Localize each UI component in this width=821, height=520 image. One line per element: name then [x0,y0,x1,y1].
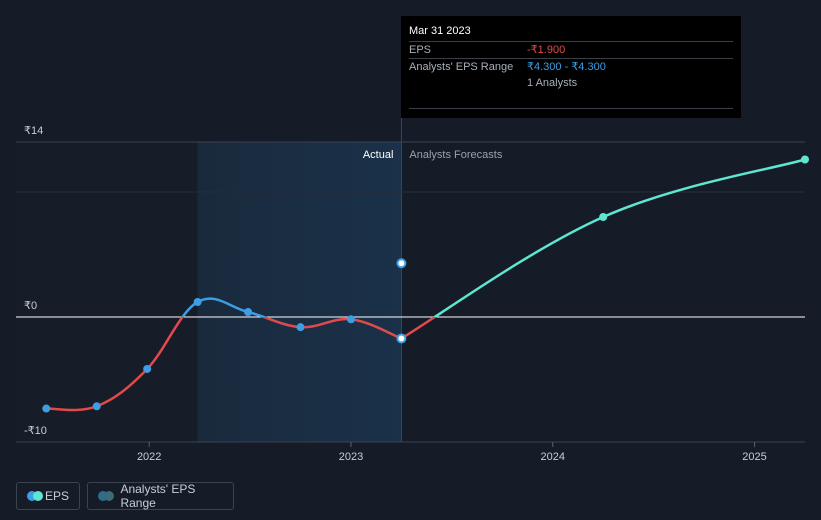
tooltip-date: Mar 31 2023 [409,25,471,37]
legend-eps-label: EPS [44,489,69,503]
x-tick-label: 2023 [339,451,363,463]
y-tick-label: ₹14 [24,125,43,137]
past-region [16,142,198,442]
tooltip-divider [409,108,733,109]
legend-range-label: Analysts' EPS Range [120,482,196,510]
x-tick-label: 2025 [742,451,766,463]
tooltip-range-sep: - [561,61,572,73]
actual-label: Actual [363,149,394,161]
tooltip-range-high: ₹4.300 [571,61,606,73]
tooltip-analysts-row: 1 Analysts [409,75,733,92]
tooltip-range-row: Analysts' EPS Range ₹4.300 - ₹4.300 [409,58,733,75]
tooltip-analysts: 1 Analysts [527,77,578,89]
y-tick-label: ₹0 [24,300,37,312]
eps-point [143,364,152,373]
y-tick-label: -₹10 [24,425,47,437]
forecast-line-positive [432,158,806,317]
tooltip-eps-label: EPS [409,44,432,56]
tooltip-range-low: ₹4.300 [527,61,562,73]
forecast-label: Analysts Forecasts [409,149,502,161]
tooltip-range-label: Analysts' EPS Range [409,61,514,73]
eps-point [396,333,407,344]
x-tick-label: 2022 [137,451,161,463]
eps-point [193,298,202,306]
forecast-point [801,155,809,164]
legend-range-button[interactable]: Analysts' EPS Range [87,482,234,510]
range-legend-icon [98,491,114,501]
eps-point [42,404,51,413]
eps-point [296,323,305,332]
eps-point [92,402,101,411]
eps-point [244,308,253,316]
tooltip-eps-row: EPS -₹1.900 [409,41,733,58]
x-tick-label: 2024 [541,451,565,463]
tooltip: Mar 31 2023 EPS -₹1.900 Analysts' EPS Ra… [401,16,741,118]
actual-region [197,142,402,442]
forecast-point [599,213,608,221]
tooltip-eps-value: -₹1.900 [527,44,566,56]
eps-line-negative [46,317,402,412]
range-point [396,258,407,269]
eps-line-positive [180,297,268,317]
eps-point [346,315,355,324]
legend-eps-button[interactable]: EPS [16,482,80,510]
forecast-line-negative [400,317,437,340]
eps-legend-icon [27,491,43,501]
